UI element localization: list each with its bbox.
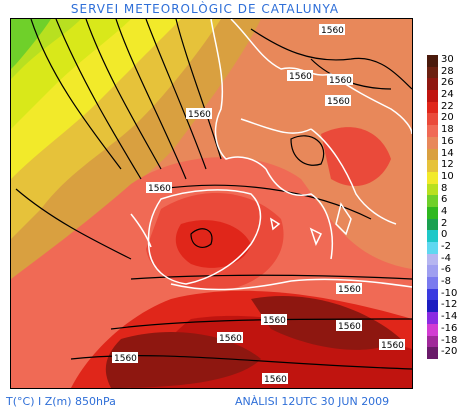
legend-swatch	[427, 136, 438, 149]
contour-label: 1560	[263, 316, 286, 326]
legend-entry: 0	[427, 229, 473, 242]
legend-entry: -16	[427, 322, 473, 336]
legend-swatch	[427, 300, 438, 313]
legend-swatch	[427, 160, 438, 172]
legend-entry: 30	[427, 54, 473, 67]
legend-label: -12	[441, 299, 458, 311]
contour-label: 1560	[188, 110, 211, 120]
legend-swatch	[427, 323, 438, 336]
map-canvas: 1560 1560 1560 1560 1560 1560 1560 1560 …	[11, 19, 412, 388]
legend-entry: -12	[427, 299, 473, 313]
legend-label: -16	[441, 322, 458, 334]
legend-swatch	[427, 183, 438, 196]
legend-entry: 16	[427, 135, 473, 149]
legend-label: 2	[441, 217, 448, 229]
legend-label: -20	[441, 346, 458, 358]
legend-label: 8	[441, 182, 448, 194]
legend-entry: -10	[427, 287, 473, 301]
legend-swatch	[427, 55, 438, 67]
legend-label: 18	[441, 124, 454, 136]
legend-label: -6	[441, 264, 451, 276]
contour-label: 1560	[338, 285, 361, 295]
legend-entry: 8	[427, 182, 473, 196]
legend-label: -4	[441, 252, 451, 264]
legend-label: 0	[441, 229, 448, 241]
legend-label: 26	[441, 77, 454, 89]
legend-entry: -6	[427, 264, 473, 278]
legend-entry: 2	[427, 217, 473, 231]
legend-swatch	[427, 288, 438, 301]
contour-label: 1560	[114, 354, 137, 364]
contour-label: 1560	[219, 334, 242, 344]
legend-label: 6	[441, 194, 448, 206]
legend-swatch	[427, 171, 438, 184]
contour-label: 1560	[381, 341, 404, 351]
legend-entry: -2	[427, 241, 473, 254]
legend-swatch	[427, 312, 438, 324]
legend-swatch	[427, 148, 438, 161]
legend-swatch	[427, 242, 438, 254]
legend-swatch	[427, 277, 438, 289]
legend-swatch	[427, 101, 438, 114]
legend-swatch	[427, 335, 438, 348]
legend-label: 4	[441, 205, 448, 217]
contour-label: 1560	[329, 76, 352, 86]
legend-label: -18	[441, 334, 458, 346]
legend-entry: 24	[427, 89, 473, 102]
legend-label: 16	[441, 135, 454, 147]
legend-label: 12	[441, 159, 454, 171]
legend-swatch	[427, 125, 438, 137]
legend-label: 20	[441, 112, 454, 124]
legend-entry: 22	[427, 100, 473, 114]
contour-label: 1560	[321, 26, 344, 36]
color-legend: 30 28 26 24 22 20 18 16 14 12 10 8 6 4 2 0 -2 -4 -6 -8 -10 -1…	[427, 54, 473, 359]
legend-label: 28	[441, 65, 454, 77]
legend-swatch	[427, 90, 438, 102]
legend-swatch	[427, 230, 438, 242]
legend-swatch	[427, 253, 438, 266]
contour-label: 1560	[327, 97, 350, 107]
legend-entry: 10	[427, 170, 473, 184]
page-title: SERVEI METEOROLÒGIC DE CATALUNYA	[70, 2, 340, 16]
legend-entry: 12	[427, 159, 473, 172]
legend-entry: 4	[427, 205, 473, 219]
legend-label: -10	[441, 287, 458, 299]
analysis-timestamp: ANÀLISI 12UTC 30 JUN 2009	[235, 395, 390, 408]
legend-entry: -20	[427, 346, 473, 359]
legend-label: -2	[441, 241, 451, 252]
legend-swatch	[427, 265, 438, 278]
legend-swatch	[427, 66, 438, 79]
legend-entry: -4	[427, 252, 473, 266]
contour-label: 1560	[289, 72, 312, 82]
contour-label: 1560	[264, 375, 287, 385]
legend-entry: -14	[427, 311, 473, 324]
legend-entry: 26	[427, 77, 473, 91]
legend-label: 24	[441, 89, 454, 101]
legend-entry: 18	[427, 124, 473, 137]
legend-entry: 28	[427, 65, 473, 79]
legend-entry: 6	[427, 194, 473, 207]
legend-entry: -18	[427, 334, 473, 348]
legend-swatch	[427, 78, 438, 91]
legend-swatch	[427, 347, 438, 359]
contour-label: 1560	[338, 322, 361, 332]
legend-label: -14	[441, 311, 458, 323]
variables-caption: T(°C) I Z(m) 850hPa	[6, 395, 116, 408]
legend-label: 14	[441, 147, 454, 159]
legend-entry: 14	[427, 147, 473, 161]
temperature-map: 1560 1560 1560 1560 1560 1560 1560 1560 …	[10, 18, 413, 389]
legend-swatch	[427, 195, 438, 207]
legend-label: 10	[441, 170, 454, 182]
legend-label: -8	[441, 276, 451, 288]
legend-entry: -8	[427, 276, 473, 289]
legend-swatch	[427, 206, 438, 219]
legend-label: 30	[441, 54, 454, 65]
legend-label: 22	[441, 100, 454, 112]
legend-swatch	[427, 218, 438, 231]
legend-entry: 20	[427, 112, 473, 126]
legend-swatch	[427, 113, 438, 126]
contour-label: 1560	[148, 184, 171, 194]
